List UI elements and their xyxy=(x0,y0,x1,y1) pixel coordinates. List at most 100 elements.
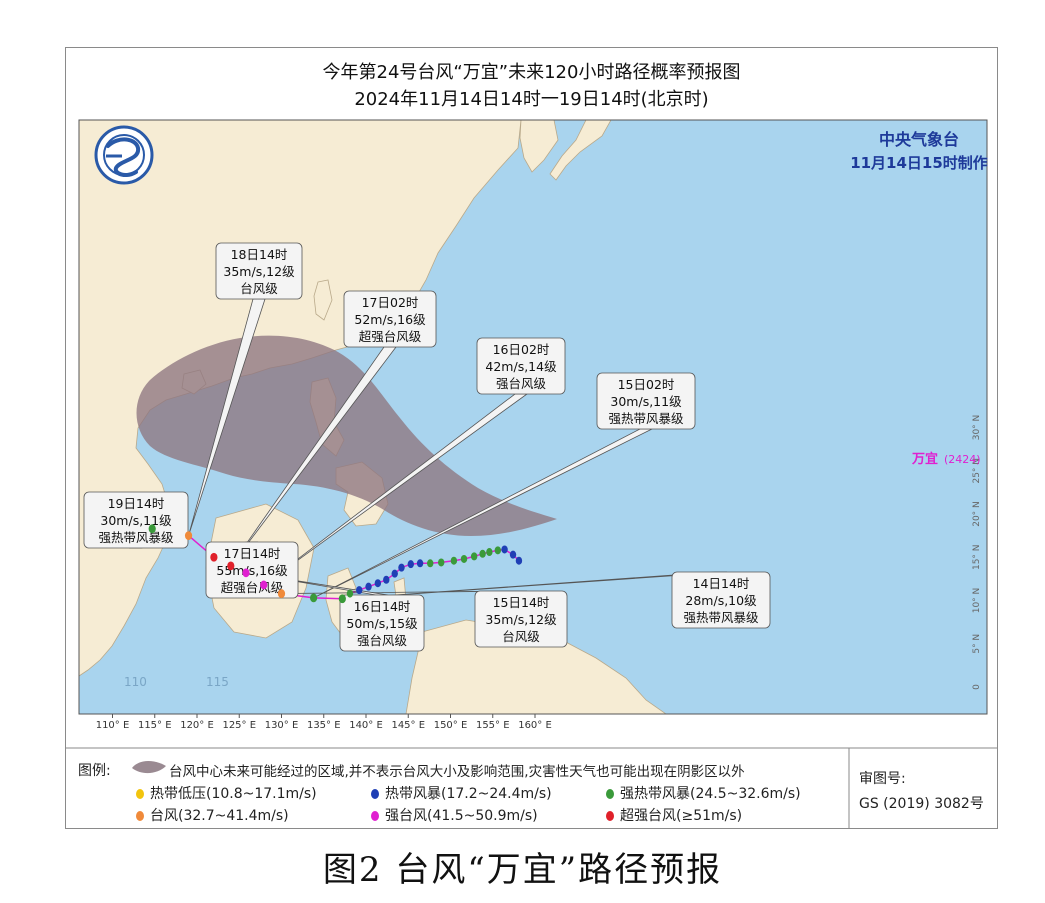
lon-tick-label: 160° E xyxy=(518,720,552,731)
callout-wind: 30m/s,11级 xyxy=(610,394,682,409)
forecast-callouts: 14日14时28m/s,10级强热带风暴级15日02时30m/s,11级强热带风… xyxy=(83,242,771,652)
legend-item-sty: 强台风(41.5~50.9m/s) xyxy=(371,805,538,825)
lat-tick-label: 0 xyxy=(972,684,982,690)
observed-point xyxy=(479,549,486,558)
callout-time: 17日14时 xyxy=(224,546,281,561)
observed-point xyxy=(416,559,424,568)
callout-level: 台风级 xyxy=(502,629,540,644)
legend-item-superty: 超强台风(≥51m/s) xyxy=(606,805,742,825)
legend-label-ts: 热带风暴(17.2~24.4m/s) xyxy=(385,786,552,802)
lat-tick-label: 15° N xyxy=(972,544,982,570)
callout-wind: 30m/s,11级 xyxy=(100,513,172,528)
legend-item-ty: 台风(32.7~41.4m/s) xyxy=(136,805,289,825)
cone-legend-swatch xyxy=(132,761,166,774)
lon-tick-label: 145° E xyxy=(391,720,425,731)
observed-point xyxy=(509,550,517,559)
callout-wind: 52m/s,16级 xyxy=(354,312,426,327)
observed-point xyxy=(501,545,508,554)
callout-level: 超强台风级 xyxy=(359,329,422,344)
legend-item-sts: 强热带风暴(24.5~32.6m/s) xyxy=(606,783,801,803)
forecast-point xyxy=(260,580,268,590)
legend-item-ts: 热带风暴(17.2~24.4m/s) xyxy=(371,783,552,803)
lat-tick-label: 20° N xyxy=(972,501,982,527)
legend-item-td: 热带低压(10.8~17.1m/s) xyxy=(136,783,317,803)
legend-label-sty: 强台风(41.5~50.9m/s) xyxy=(385,808,538,824)
observed-point xyxy=(407,560,414,569)
observed-point xyxy=(398,563,405,572)
forecast-point xyxy=(184,531,193,541)
uncertainty-cone xyxy=(136,335,557,536)
callout-box xyxy=(339,594,425,652)
observed-point xyxy=(450,556,458,565)
callout-box xyxy=(476,337,566,395)
legend-label-td: 热带低压(10.8~17.1m/s) xyxy=(150,786,317,802)
typhoon-track-map: 110° E 115° E 120° E 125° E 130° E 135° E 140°… xyxy=(66,119,997,828)
callout-time: 15日14时 xyxy=(493,595,550,610)
landmass-japan xyxy=(549,120,612,181)
lon-tick-label: 150° E xyxy=(434,720,468,731)
lon-tick-label: 155° E xyxy=(476,720,510,731)
forecast-point xyxy=(227,561,235,571)
forecast-point xyxy=(277,589,286,598)
callout-level: 强热带风暴级 xyxy=(683,610,759,625)
landmass-taiwan xyxy=(313,279,333,321)
approval-label: 审图号: xyxy=(859,771,906,787)
forecast-point xyxy=(210,552,218,562)
callout-box xyxy=(671,571,771,629)
callout-box xyxy=(343,290,437,348)
legend-dot-ty xyxy=(136,811,144,821)
callout-level: 台风级 xyxy=(240,281,278,296)
callout-wind: 42m/s,14级 xyxy=(485,359,557,374)
observed-point xyxy=(470,552,478,561)
graticule: 110° E 115° E 120° E 125° E 130° E 135° E 140°… xyxy=(96,415,982,731)
approval-number: GS (2019) 3082号 xyxy=(859,796,984,812)
bg-label-110: 110 xyxy=(124,675,147,689)
callout-level: 超强台风级 xyxy=(221,580,284,595)
callout-wind: 35m/s,12级 xyxy=(223,264,295,279)
observed-point xyxy=(365,582,372,591)
callout-wind: 50m/s,15级 xyxy=(346,616,418,631)
callout-wind: 35m/s,12级 xyxy=(485,612,557,627)
lat-tick-label: 25° N xyxy=(972,458,982,484)
observed-point xyxy=(438,558,445,567)
forecast-point xyxy=(148,524,156,534)
legend-dot-ts xyxy=(371,789,379,799)
callout-level: 强热带风暴级 xyxy=(98,530,174,545)
callout-wind: 28m/s,10级 xyxy=(685,593,757,608)
observed-point xyxy=(460,554,468,563)
observed-point xyxy=(356,586,363,595)
lon-tick-label: 110° E xyxy=(96,720,130,731)
observed-point xyxy=(391,569,398,578)
legend-cone-text: 台风中心未来可能经过的区域,并不表示台风大小及影响范围,灾害性天气也可能出现在阴… xyxy=(169,764,745,780)
callout-box xyxy=(83,491,189,549)
lat-tick-label: 10° N xyxy=(972,588,982,614)
callout-time: 18日14时 xyxy=(231,247,288,262)
legend-label-ty: 台风(32.7~41.4m/s) xyxy=(150,808,289,824)
figure-frame: 今年第24号台风“万宜”未来120小时路径概率预报图 2024年11月14日14… xyxy=(65,47,998,829)
observed-track-points xyxy=(339,545,523,603)
lon-tick-label: 130° E xyxy=(265,720,299,731)
map-border xyxy=(78,119,988,715)
lon-tick-label: 140° E xyxy=(349,720,383,731)
lon-tick-label: 125° E xyxy=(222,720,256,731)
callout-time: 16日02时 xyxy=(493,342,550,357)
legend-dot-sty xyxy=(371,811,379,821)
observed-point xyxy=(515,556,523,565)
map-title: 今年第24号台风“万宜”未来120小时路径概率预报图 xyxy=(322,62,741,83)
callout-level: 强台风级 xyxy=(496,376,547,391)
typhoon-code-label: (2424) xyxy=(944,453,981,466)
bg-label-115: 115 xyxy=(206,675,229,689)
observed-point xyxy=(427,559,434,568)
lon-tick-label: 115° E xyxy=(138,720,172,731)
callout-level: 强热带风暴级 xyxy=(608,411,684,426)
forecast-point xyxy=(338,594,346,604)
observed-point xyxy=(346,589,354,598)
callout-time: 19日14时 xyxy=(108,496,165,511)
